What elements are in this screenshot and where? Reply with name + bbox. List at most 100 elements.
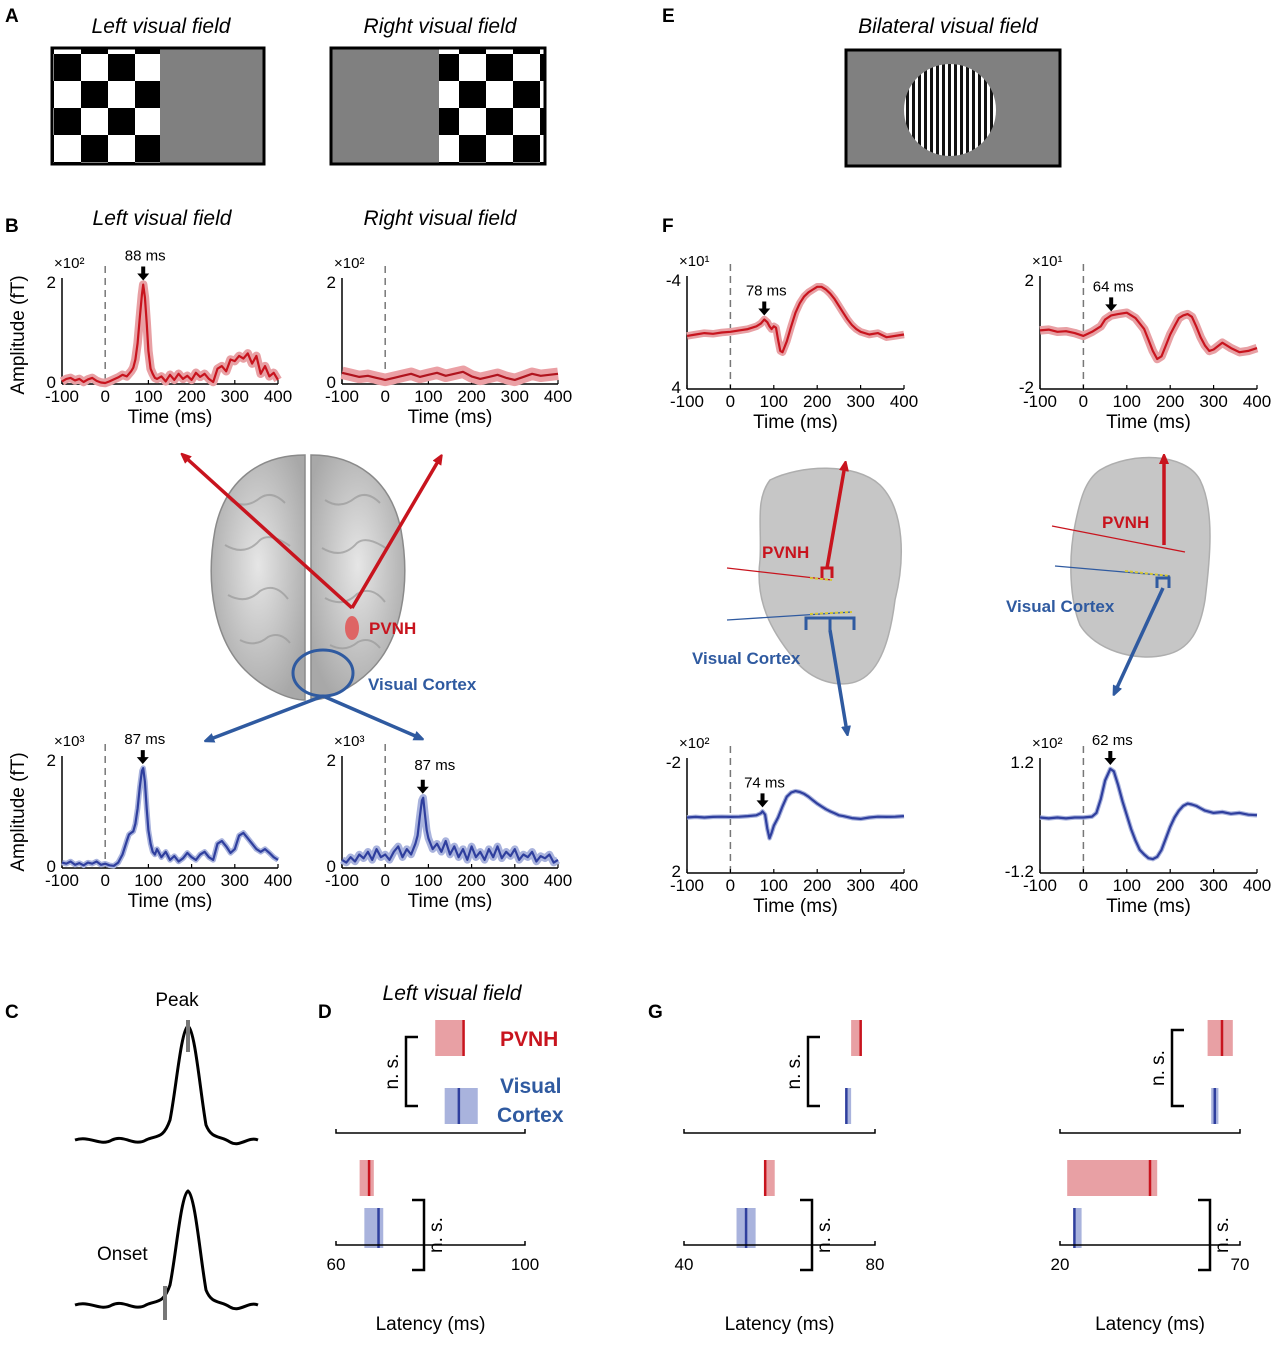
series-line <box>686 790 905 840</box>
series-line <box>61 283 279 385</box>
ns-label-peak: n. s. <box>1148 1050 1169 1086</box>
stim-title-left: Left visual field <box>92 15 232 38</box>
brain-side-view-left <box>726 467 902 685</box>
ns-bracket-peak <box>806 1035 820 1108</box>
peak-axis <box>335 1129 526 1134</box>
onset-axis <box>1059 1241 1241 1246</box>
x-axis-label: Time (ms) <box>753 896 838 917</box>
x-tick-label: -100 <box>45 387 79 406</box>
plot-f-right-pvnh: -100 0 100 200 300 400 Time (ms) -2 2×10¹ 64 ms <box>1019 253 1271 433</box>
c-onset-waveform <box>74 1189 259 1311</box>
x-tick-label: 100 <box>760 876 788 895</box>
x-tick-label: 300 <box>846 392 874 411</box>
f-left-connectors <box>804 465 856 732</box>
x-tick-label: 400 <box>1243 392 1271 411</box>
x-tick-label: 100 <box>414 387 442 406</box>
y-tick-label: -2 <box>1019 378 1034 397</box>
y-tick-label: 1.2 <box>1010 753 1034 772</box>
x-axis-label: Time (ms) <box>753 412 838 433</box>
plot-f-left-pvnh: -100 0 100 200 300 400 Time (ms) 4 -4×10¹ 78 ms <box>666 253 918 433</box>
peak-arrow-icon <box>137 266 150 281</box>
peak-latency-label: 64 ms <box>1093 278 1134 295</box>
x-axis-label: Time (ms) <box>1106 412 1191 433</box>
vc-onset-ci <box>364 1208 384 1248</box>
y-tick-label: 0 <box>327 857 336 876</box>
b-title-left: Left visual field <box>93 207 233 230</box>
brain-top-view <box>210 454 406 701</box>
brain-side-view-right <box>1051 456 1211 658</box>
b-title-right: Right visual field <box>364 207 518 230</box>
series-line <box>341 370 559 381</box>
x-tick-label: 200 <box>177 871 205 890</box>
y-tick-label: -1.2 <box>1005 862 1034 881</box>
x-tick-label: 200 <box>803 392 831 411</box>
latency-chart-g-right: 20 70 Latency (ms) n. s. n. s. <box>1051 1020 1249 1335</box>
latency-tick-label: 40 <box>675 1255 694 1274</box>
pvnh-peak-ci <box>1207 1020 1233 1056</box>
plot-f-left-vc: -100 0 100 200 300 400 Time (ms) 2 -2×10² 74 ms <box>666 735 918 917</box>
x-tick-label: 300 <box>501 871 529 890</box>
stim-title-bilateral: Bilateral visual field <box>858 15 1039 38</box>
y-tick-label: 0 <box>327 373 336 392</box>
confidence-band <box>1039 308 1259 364</box>
peak-arrow-icon <box>416 779 429 794</box>
ns-bracket-onset <box>1198 1198 1212 1272</box>
peak-latency-label: 87 ms <box>124 731 165 748</box>
onset-axis <box>683 1241 876 1246</box>
x-tick-label: 0 <box>100 871 109 890</box>
x-tick-label: 300 <box>501 387 529 406</box>
x-tick-label: 300 <box>1199 876 1227 895</box>
latency-axis-label: Latency (ms) <box>725 1314 835 1335</box>
b-arrows <box>184 456 440 740</box>
y-tick-label: -2 <box>666 753 681 772</box>
x-tick-label: 400 <box>544 871 572 890</box>
c-peak-waveform <box>74 1024 259 1146</box>
x-tick-label: -100 <box>670 392 704 411</box>
pvnh-onset-ci <box>1067 1160 1158 1196</box>
series-line <box>341 796 559 864</box>
y-multiplier: ×10¹ <box>1032 253 1062 270</box>
x-tick-label: 200 <box>177 387 205 406</box>
f-left-vc-label: Visual Cortex <box>692 649 801 668</box>
y-tick-label: 2 <box>672 862 681 881</box>
y-multiplier: ×10³ <box>334 733 364 750</box>
latency-tick-label: 20 <box>1051 1255 1070 1274</box>
b-pvnh-label: PVNH <box>369 619 416 638</box>
ns-bracket-onset <box>412 1198 426 1272</box>
d-pvnh-label: PVNH <box>500 1028 558 1051</box>
d-visual-label: Visual <box>500 1075 561 1098</box>
y-multiplier: ×10³ <box>54 733 84 750</box>
peak-latency-label: 87 ms <box>414 757 455 774</box>
y-multiplier: ×10² <box>679 735 709 752</box>
x-tick-label: 400 <box>890 876 918 895</box>
y-tick-label: 2 <box>327 751 336 770</box>
c-peak-label: Peak <box>155 990 199 1011</box>
x-tick-label: 100 <box>414 871 442 890</box>
peak-latency-label: 74 ms <box>744 774 785 791</box>
c-onset-label: Onset <box>97 1244 148 1265</box>
peak-axis <box>1059 1129 1241 1134</box>
pvnh-onset-ci <box>765 1160 775 1196</box>
y-tick-label: 2 <box>47 751 56 770</box>
b-visual-cortex-label: Visual Cortex <box>368 675 477 694</box>
y-multiplier: ×10² <box>1032 735 1062 752</box>
x-tick-label: 300 <box>221 871 249 890</box>
series-line <box>61 767 279 867</box>
panel-label-d: D <box>318 1002 332 1023</box>
confidence-band <box>59 280 282 388</box>
x-tick-label: -100 <box>670 876 704 895</box>
x-tick-label: -100 <box>1023 876 1057 895</box>
latency-axis-label: Latency (ms) <box>376 1314 486 1335</box>
latency-chart-d: 60 100 Latency (ms) n. s. n. s. <box>327 1020 539 1335</box>
peak-arrow-icon <box>136 750 149 765</box>
y-tick-label: -4 <box>666 271 681 290</box>
x-axis-label: Time (ms) <box>1106 896 1191 917</box>
ns-bracket-peak <box>404 1035 418 1108</box>
latency-chart-g-left: 40 80 Latency (ms) n. s. n. s. <box>675 1020 884 1335</box>
stimulus-bilateral-grating <box>844 48 1062 168</box>
x-tick-label: 100 <box>760 392 788 411</box>
x-tick-label: 100 <box>1113 392 1141 411</box>
y-tick-label: 2 <box>47 273 56 292</box>
